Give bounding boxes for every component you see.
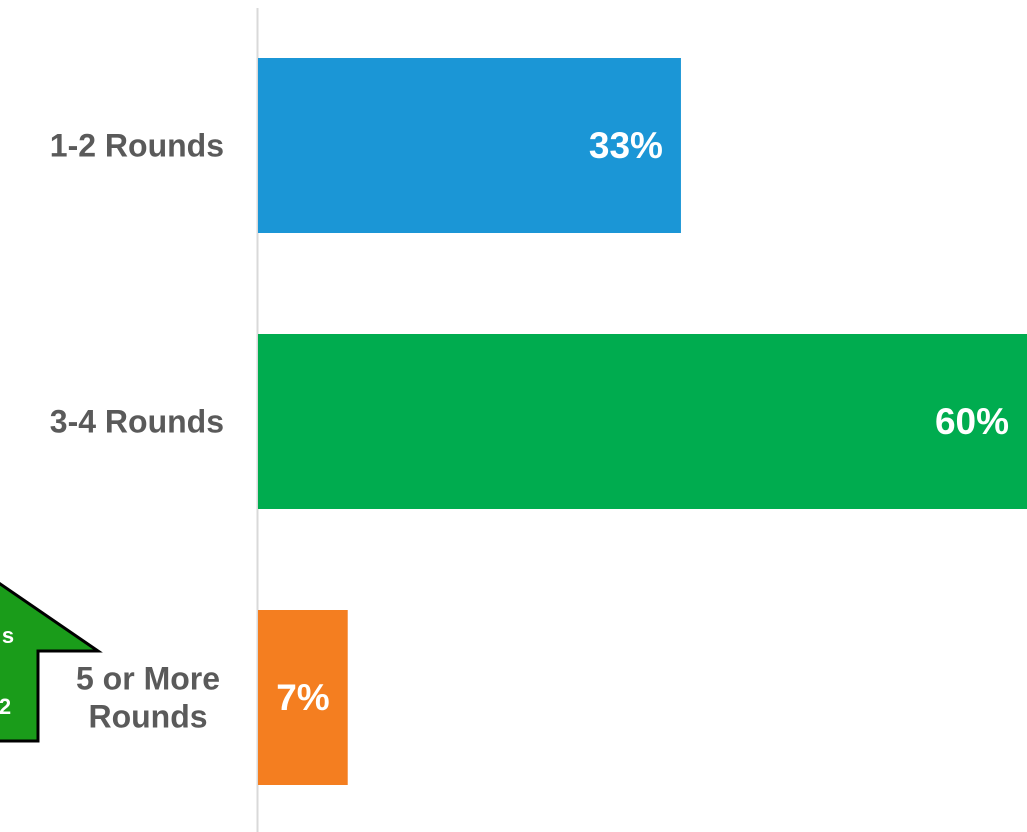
callout-arrow: s 2	[0, 582, 103, 743]
data-label: 60%	[935, 401, 1009, 442]
bar	[258, 610, 348, 785]
data-label: 33%	[589, 125, 663, 166]
callout-text: 2	[0, 694, 11, 719]
category-label: 3-4 Rounds	[50, 404, 224, 440]
category-label: 5 or More	[76, 661, 220, 697]
up-arrow-icon	[0, 582, 103, 743]
data-label: 7%	[276, 677, 329, 718]
bar	[258, 334, 1027, 509]
category-label: Rounds	[88, 699, 207, 735]
callout-text: s	[2, 623, 14, 648]
bar	[258, 58, 681, 233]
category-label: 1-2 Rounds	[50, 128, 224, 164]
